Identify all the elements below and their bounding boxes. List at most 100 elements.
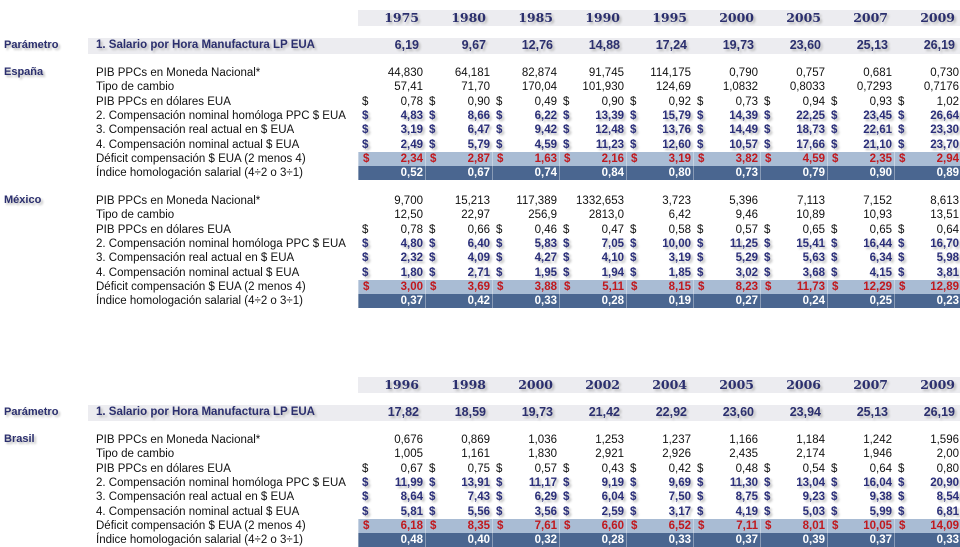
currency-symbol: $ (429, 237, 436, 250)
cell-value: 1,02 (936, 95, 959, 108)
table-cell: $11,99 (358, 476, 425, 490)
currency-symbol: $ (698, 519, 705, 532)
table-cell: 2,921 (559, 447, 626, 461)
currency-symbol: $ (496, 237, 503, 250)
cell-value: 0,681 (863, 67, 892, 79)
cell-value: 3,19 (668, 252, 691, 265)
cell-value: 9,46 (735, 209, 758, 222)
table-cell: $6,04 (559, 490, 626, 504)
cell-value: 5,81 (400, 505, 423, 518)
table-cell: $4,59 (760, 151, 827, 166)
cell-value: 1,242 (863, 434, 892, 446)
currency-symbol: $ (429, 95, 436, 108)
currency-symbol: $ (563, 252, 570, 265)
cell-value: 0,7176 (923, 81, 959, 94)
cell-value: 7,61 (534, 519, 557, 532)
currency-symbol: $ (898, 223, 905, 236)
cell-value: 0,7293 (856, 81, 892, 94)
currency-symbol: $ (765, 519, 772, 532)
table-cell: $0,73 (693, 95, 760, 109)
currency-symbol: $ (698, 152, 705, 165)
table-row: Déficit compensación $ EUA (2 menos 4) $2… (0, 151, 960, 166)
table-cell: 0,32 (492, 533, 559, 547)
table-cell: $5,56 (425, 505, 492, 519)
cell-value: 15,213 (454, 195, 490, 207)
row-band (358, 533, 960, 547)
cell-value: 23,45 (863, 109, 892, 122)
cell-value: 1,161 (461, 448, 490, 461)
table-cell: $1,80 (358, 266, 425, 280)
table-cell: $26,64 (894, 109, 960, 123)
row-label: 4. Compensación nominal actual $ EUA (96, 138, 300, 151)
table-row: PIB PPCs en dólares EUA $0,78 $0,90 $0,49 $0… (0, 95, 960, 109)
table-row: 2. Compensación nominal homóloga PPC $ E… (0, 237, 960, 251)
cell-value: 1,253 (595, 434, 624, 446)
cell-value: 0,48 (735, 462, 758, 475)
cell-value: 64,181 (454, 67, 490, 79)
cell-value: 7,152 (863, 195, 892, 207)
cell-value: 6,40 (467, 237, 490, 250)
cell-value: 1,85 (668, 266, 691, 279)
cell-value: 8,66 (467, 109, 490, 122)
table-row: Tipo de cambio 1,005 1,161 1,830 2,921 2,926 2… (0, 447, 960, 461)
year-header: 2005 (786, 10, 821, 25)
table-cell: 170,04 (492, 80, 559, 94)
currency-symbol: $ (764, 237, 771, 250)
table-cell: $10,57 (693, 138, 760, 152)
row-label: Índice homologación salarial (4÷2 o 3÷1) (96, 167, 303, 180)
table-cell: 0,33 (894, 533, 960, 547)
row-label: PIB PPCs en Moneda Nacional* (96, 195, 261, 207)
table-cell: $8,54 (894, 490, 960, 504)
cell-value: 7,05 (601, 237, 624, 250)
table-cell: 1,036 (492, 433, 559, 447)
table-cell: 6,42 (626, 208, 693, 222)
salary-value: 23,94 (789, 405, 821, 419)
param-section-label: Parámetro (4, 406, 59, 418)
currency-symbol: $ (496, 223, 503, 236)
cell-value: 4,27 (534, 252, 557, 265)
table-cell: $4,27 (492, 251, 559, 265)
table-cell: $9,19 (559, 476, 626, 490)
currency-symbol: $ (363, 152, 370, 165)
table-cell: $3,00 (358, 279, 425, 294)
table-cell: 0,24 (760, 294, 827, 309)
row-label: PIB PPCs en Moneda Nacional* (96, 434, 261, 446)
param-band (88, 405, 960, 421)
cell-value: 3,723 (662, 195, 691, 207)
currency-symbol: $ (363, 280, 370, 293)
row-label: 3. Compensación real actual en $ EUA (96, 252, 295, 265)
table-cell: $5,79 (425, 138, 492, 152)
cell-value: 1,95 (534, 266, 557, 279)
currency-symbol: $ (898, 138, 905, 151)
cell-value: 0,46 (534, 223, 557, 236)
cell-value: 4,19 (735, 505, 758, 518)
table-cell: $0,49 (492, 95, 559, 109)
salary-value: 19,73 (521, 405, 553, 419)
currency-symbol: $ (630, 95, 637, 108)
currency-symbol: $ (496, 95, 503, 108)
cell-value: 6,60 (601, 519, 624, 532)
currency-symbol: $ (496, 505, 503, 518)
table-cell: $3,69 (425, 279, 492, 294)
table-cell: 0,676 (358, 433, 425, 447)
cell-value: 10,57 (729, 138, 758, 151)
table-cell: $5,81 (358, 505, 425, 519)
table-cell: 9,46 (693, 208, 760, 222)
row-band (358, 166, 960, 181)
table-cell: $14,49 (693, 123, 760, 137)
cell-value: 1,946 (863, 448, 892, 461)
currency-symbol: $ (496, 124, 503, 137)
cell-value: 7,11 (736, 519, 758, 532)
table-cell: $3,17 (626, 505, 693, 519)
table-cell: $14,09 (894, 518, 960, 533)
currency-symbol: $ (563, 124, 570, 137)
table-cell: 2,435 (693, 447, 760, 461)
table-row: Tipo de cambio 12,50 22,97 256,9 2813,0 6,42 9… (0, 208, 960, 222)
currency-symbol: $ (697, 138, 704, 151)
cell-value: 14,49 (729, 124, 758, 137)
year-header-band (358, 377, 960, 393)
currency-symbol: $ (697, 109, 704, 122)
currency-symbol: $ (898, 476, 905, 489)
table-cell: $0,64 (827, 462, 894, 476)
table-row: Índice homologación salarial (4÷2 o 3÷1)… (0, 533, 960, 547)
